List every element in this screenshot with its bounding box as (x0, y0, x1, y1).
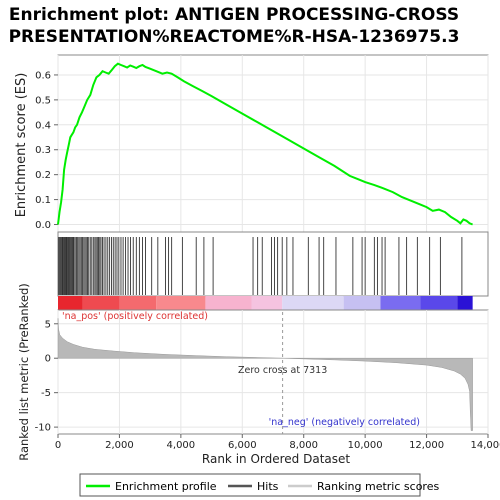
es-y-tick-label: 0.0 (35, 220, 51, 231)
es-y-axis-label: Enrichment score (ES) (14, 73, 29, 218)
es-y-tick-label: 0.1 (35, 195, 51, 206)
x-tick-label: 8,000 (289, 440, 318, 451)
x-axis-label: Rank in Ordered Dataset (202, 452, 350, 466)
x-tick-label: 2,000 (105, 440, 134, 451)
x-tick-label: 10,000 (348, 440, 383, 451)
gradient-band (282, 296, 344, 310)
es-y-tick-label: 0.4 (35, 120, 51, 131)
legend-label-metric: Ranking metric scores (317, 480, 439, 493)
metric-y-tick-label: 5 (45, 319, 51, 330)
hits-panel-frame (57, 231, 489, 297)
legend-label-enrichment: Enrichment profile (115, 480, 217, 493)
x-tick-label: 4,000 (167, 440, 196, 451)
gradient-band (457, 296, 473, 310)
x-axis: 0 2,000 4,000 6,000 8,000 10,000 12,000 14,000 (55, 434, 500, 451)
legend-label-hits: Hits (257, 480, 279, 493)
chart-title-line-2: PRESENTATION%REACTOME%R-HSA-1236975.3 (9, 27, 460, 47)
x-tick-label: 6,000 (228, 440, 257, 451)
gradient-band (380, 296, 421, 310)
gradient-band (420, 296, 458, 310)
enrichment-profile-line (57, 62, 473, 226)
positive-correlation-label: 'na_pos' (positively correlated) (62, 311, 208, 322)
gradient-band (82, 296, 120, 310)
zero-cross-label: Zero cross at 7313 (238, 365, 327, 376)
es-y-tick-label: 0.3 (35, 145, 51, 156)
metric-panel-frame (57, 309, 489, 435)
metric-gridlines (57, 310, 489, 434)
es-y-tick-label: 0.6 (35, 70, 51, 81)
rank-gradient-bar (58, 296, 473, 310)
x-tick-label: 0 (55, 440, 61, 451)
gradient-band (58, 296, 83, 310)
gradient-band (156, 296, 206, 310)
ranking-metric-area (57, 318, 473, 431)
es-y-tick-label: 0.2 (35, 170, 51, 181)
es-y-axis: 0.0 0.1 0.2 0.3 0.4 0.5 0.6 (35, 70, 58, 231)
hits-markers (58, 237, 463, 295)
metric-y-tick-label: 0 (45, 354, 51, 365)
es-gridlines (57, 55, 489, 232)
chart-title-line-1: Enrichment plot: ANTIGEN PROCESSING-CROS… (9, 5, 459, 25)
negative-correlation-label: 'na_neg' (negatively correlated) (269, 417, 420, 428)
es-y-tick-label: 0.5 (35, 95, 51, 106)
gradient-band (343, 296, 381, 310)
metric-y-tick-label: -5 (41, 388, 51, 399)
gradient-band (119, 296, 157, 310)
metric-y-axis: 5 0 -5 -10 (35, 319, 58, 434)
x-tick-label: 14,000 (471, 440, 500, 451)
gradient-band (251, 296, 283, 310)
gradient-band (205, 296, 252, 310)
metric-y-axis-label: Ranked list metric (PreRanked) (17, 283, 31, 461)
metric-y-tick-label: -10 (35, 423, 51, 434)
x-tick-label: 12,000 (409, 440, 444, 451)
